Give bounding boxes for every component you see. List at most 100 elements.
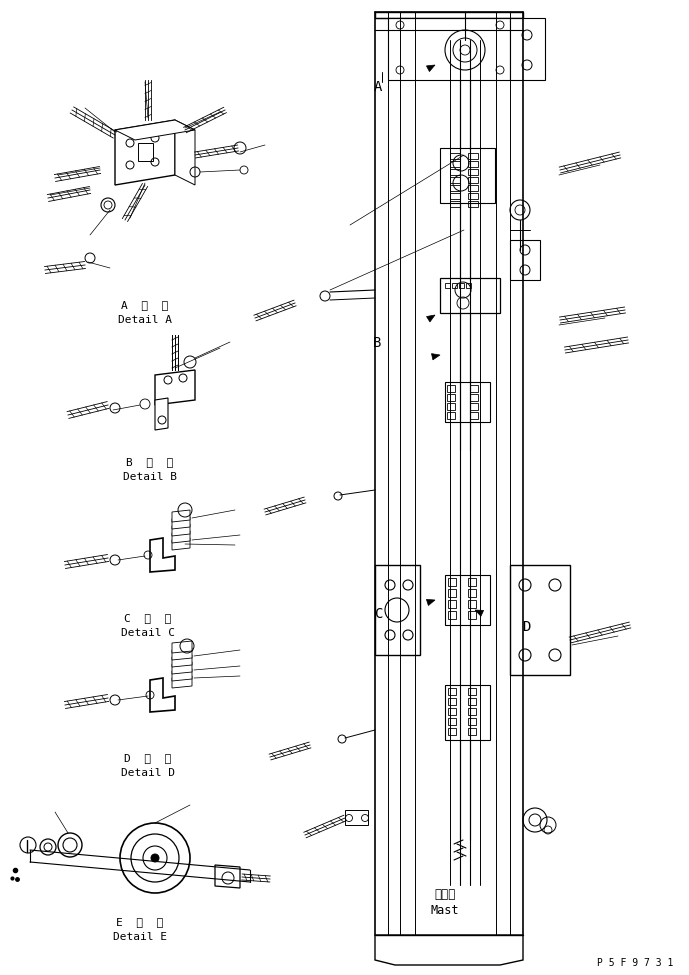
Bar (468, 161, 478, 167)
Bar (448, 600, 456, 608)
Bar (448, 578, 456, 586)
Bar (450, 177, 460, 183)
Text: E  詳  細: E 詳 細 (116, 917, 163, 927)
Bar (450, 153, 460, 159)
Polygon shape (172, 669, 192, 681)
Bar (448, 589, 456, 597)
Polygon shape (445, 382, 490, 422)
Bar (447, 412, 455, 419)
Bar (448, 718, 456, 725)
Text: Detail E: Detail E (113, 932, 167, 942)
Text: Mast: Mast (431, 904, 460, 916)
Polygon shape (510, 18, 545, 80)
Polygon shape (375, 12, 523, 18)
Polygon shape (445, 685, 490, 740)
Bar (450, 169, 460, 175)
Bar (466, 283, 471, 288)
Bar (468, 169, 478, 175)
Polygon shape (172, 531, 190, 543)
Text: A: A (373, 80, 382, 94)
Polygon shape (375, 935, 523, 965)
Bar (468, 589, 476, 597)
Text: マスト: マスト (434, 888, 455, 902)
Polygon shape (172, 538, 190, 550)
Polygon shape (426, 65, 435, 71)
Text: P 5 F 9 7 3 1: P 5 F 9 7 3 1 (597, 958, 673, 968)
Polygon shape (172, 655, 192, 667)
Polygon shape (440, 148, 495, 203)
Polygon shape (172, 524, 190, 536)
Bar (468, 728, 476, 735)
Text: D  詳  細: D 詳 細 (125, 753, 172, 763)
Polygon shape (150, 678, 175, 712)
Polygon shape (172, 662, 192, 674)
Text: Detail D: Detail D (121, 768, 175, 778)
Bar (450, 185, 460, 191)
Text: C  詳  細: C 詳 細 (125, 613, 172, 623)
Bar (450, 193, 460, 199)
Polygon shape (172, 676, 192, 688)
Text: B  詳  細: B 詳 細 (126, 457, 174, 467)
Polygon shape (115, 120, 195, 140)
Polygon shape (388, 18, 510, 80)
Polygon shape (475, 610, 484, 616)
Bar (470, 385, 478, 392)
Polygon shape (215, 865, 240, 888)
Polygon shape (431, 354, 440, 360)
Polygon shape (510, 240, 540, 280)
Bar (468, 185, 478, 191)
Text: A  詳  細: A 詳 細 (121, 300, 169, 310)
Text: D: D (522, 620, 531, 634)
Circle shape (151, 854, 159, 862)
Text: B: B (373, 336, 381, 350)
Bar (468, 578, 476, 586)
Text: C: C (375, 607, 383, 621)
Polygon shape (172, 648, 192, 660)
Bar (470, 412, 478, 419)
Bar (468, 698, 476, 705)
Bar (447, 385, 455, 392)
Bar (470, 403, 478, 410)
Bar (445, 283, 450, 288)
Bar (448, 698, 456, 705)
Polygon shape (172, 510, 190, 522)
Polygon shape (155, 370, 195, 405)
Bar (448, 708, 456, 715)
Bar (468, 708, 476, 715)
Polygon shape (440, 278, 500, 313)
Bar (448, 728, 456, 735)
Polygon shape (445, 575, 490, 625)
Bar (468, 718, 476, 725)
Text: Detail B: Detail B (123, 472, 177, 482)
Polygon shape (115, 120, 175, 185)
Polygon shape (426, 600, 435, 605)
Bar (447, 394, 455, 401)
Bar (448, 611, 456, 619)
Text: Detail C: Detail C (121, 628, 175, 638)
Bar (468, 688, 476, 695)
Bar (468, 611, 476, 619)
Bar (470, 394, 478, 401)
Bar (468, 201, 478, 207)
Polygon shape (375, 565, 420, 655)
Polygon shape (155, 398, 168, 430)
Bar (448, 688, 456, 695)
Polygon shape (345, 810, 368, 825)
Bar (452, 283, 457, 288)
Polygon shape (426, 315, 435, 322)
Polygon shape (172, 641, 192, 653)
Bar (459, 283, 464, 288)
Bar (468, 600, 476, 608)
Bar (450, 161, 460, 167)
Bar (468, 177, 478, 183)
Bar (447, 403, 455, 410)
Polygon shape (150, 538, 175, 572)
Bar (450, 201, 460, 207)
Bar (468, 193, 478, 199)
Polygon shape (175, 120, 195, 185)
Polygon shape (172, 517, 190, 529)
Bar (138, 143, 153, 161)
Polygon shape (510, 565, 570, 675)
Bar (468, 153, 478, 159)
Text: Detail A: Detail A (118, 315, 172, 325)
